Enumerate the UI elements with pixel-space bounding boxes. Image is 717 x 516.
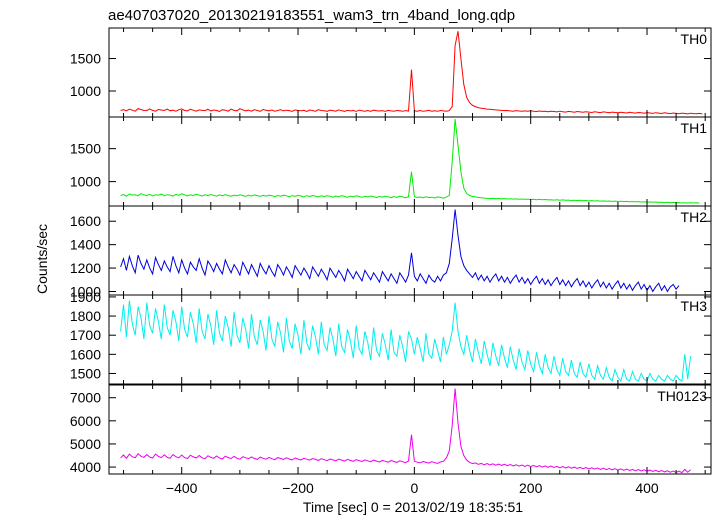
y-tick-label: 1500 — [70, 365, 101, 381]
series-line-th0 — [120, 31, 703, 115]
panel-th2: 1000 1200 1400 1600 TH2 — [70, 205, 712, 299]
panel-frame — [108, 27, 712, 118]
series-line-th0123 — [120, 388, 691, 474]
y-tick-label: 7000 — [70, 390, 101, 406]
panel-label: TH0 — [681, 31, 708, 47]
panel-th0123: 4000 5000 6000 7000 TH0123 — [70, 384, 712, 475]
y-tick-label: 1800 — [70, 308, 101, 324]
y-tick-label: 1500 — [70, 141, 101, 157]
panel-frame — [108, 116, 712, 207]
panel-th0: 1000 1500 TH0 — [70, 27, 712, 118]
panel-label: TH1 — [681, 120, 708, 136]
panel-label: TH2 — [681, 209, 708, 225]
y-tick-label: 6000 — [70, 413, 101, 429]
panel-label: TH0123 — [657, 388, 707, 404]
x-axis-label: Time [sec] 0 = 2013/02/19 18:35:51 — [303, 499, 523, 515]
panel-label: TH3 — [681, 298, 708, 314]
panel-frame — [108, 384, 712, 475]
x-tick-label: −200 — [282, 480, 314, 496]
panels-group: 1000 1500 TH0 1000 1500 TH1 1000 1200 1400 1600 TH… — [70, 27, 712, 496]
y-tick-label: 1200 — [70, 260, 101, 276]
panel-th1: 1000 1500 TH1 — [70, 116, 712, 207]
chart-title: ae407037020_20130219183551_wam3_trn_4ban… — [108, 7, 515, 24]
y-tick-label: 1900 — [70, 289, 101, 305]
x-tick-label: −400 — [166, 480, 198, 496]
panel-frame — [108, 294, 712, 385]
x-tick-label: 0 — [410, 480, 418, 496]
series-line-th2 — [120, 209, 680, 293]
y-tick-label: 1600 — [70, 213, 101, 229]
y-axis-label: Counts/sec — [34, 224, 50, 294]
series-line-th3 — [120, 300, 692, 383]
y-tick-label: 5000 — [70, 436, 101, 452]
x-tick-label: 200 — [519, 480, 543, 496]
x-tick-label: 400 — [635, 480, 659, 496]
panel-th3: 1500 1600 1700 1800 1900 TH3 — [70, 289, 712, 385]
y-tick-label: 1500 — [70, 51, 101, 67]
y-tick-label: 1000 — [70, 283, 101, 299]
y-tick-label: 1700 — [70, 327, 101, 343]
y-tick-label: 4000 — [70, 459, 101, 475]
y-tick-label: 1600 — [70, 346, 101, 362]
panel-frame — [108, 205, 712, 296]
y-tick-label: 1000 — [70, 174, 101, 190]
series-line-th1 — [120, 118, 700, 204]
y-tick-label: 1400 — [70, 237, 101, 253]
y-tick-label: 1000 — [70, 83, 101, 99]
